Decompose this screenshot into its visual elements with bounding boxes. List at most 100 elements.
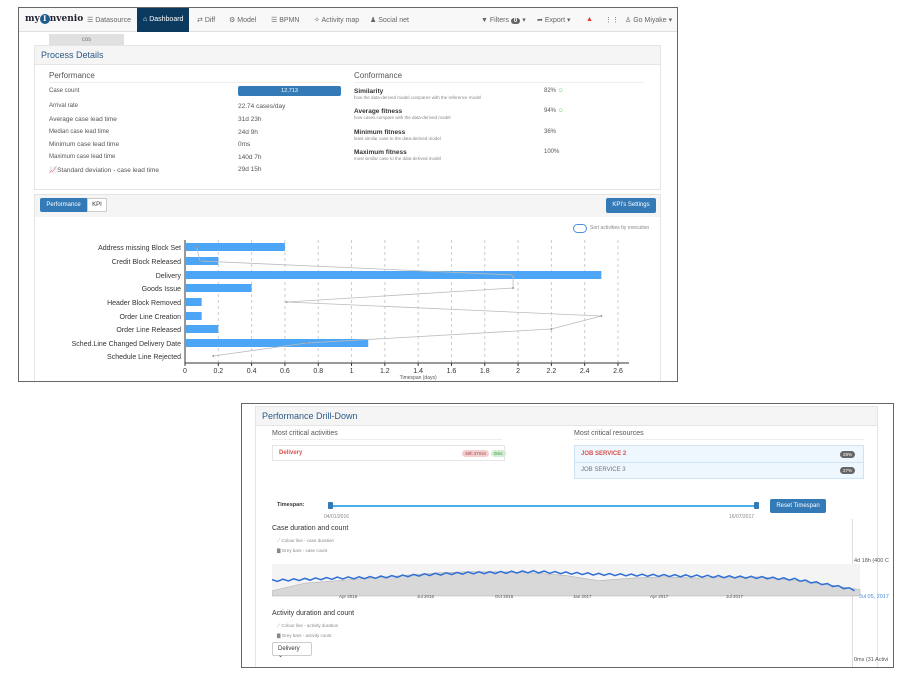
nav-model[interactable]: ⚙ Model — [229, 17, 257, 24]
metric-value: 29d 15h — [238, 166, 262, 173]
alert-icon[interactable]: ▲ — [586, 16, 593, 23]
check-circle-icon: ☺ — [556, 88, 564, 94]
x-tick-label: 1.4 — [413, 368, 423, 375]
activity-select[interactable]: Delivery ⌄ — [272, 642, 312, 659]
tab-performance[interactable]: Performance — [40, 198, 87, 212]
kpi-panel — [34, 194, 661, 381]
export-button[interactable]: ➦ Export ▾ — [537, 17, 571, 24]
case-duration-chart — [272, 564, 861, 597]
drilldown-window: Performance Drill-Down Most critical act… — [241, 403, 894, 668]
sort-toggle-label: Sort activities by execution — [590, 225, 650, 231]
nav-dashboard[interactable]: ⌂ Dashboard — [137, 8, 190, 32]
conformance-label: Maximum fitness — [354, 149, 407, 156]
line-point — [212, 355, 215, 357]
line-point — [285, 301, 288, 303]
resource-item[interactable]: JOB SERVICE 2 28% — [575, 446, 863, 463]
nav-social-net[interactable]: ♟ Social net — [370, 17, 409, 24]
case-x-tick-label: Jan 2017 — [573, 594, 592, 599]
x-tick-label: 1 — [350, 368, 354, 375]
case-legend-bars: ▇ Grey bars - case count — [277, 548, 328, 553]
conformance-item: Similarity how the data-derived model com… — [354, 88, 481, 100]
conformance-value: 36% — [544, 129, 557, 135]
conformance-value: 94% ☺ — [544, 108, 564, 114]
timespan-slider[interactable] — [330, 505, 757, 507]
resource-name: JOB SERVICE 3 — [581, 467, 626, 473]
resource-name: JOB SERVICE 2 — [581, 451, 627, 457]
nav-bpmn[interactable]: ☰ BPMN — [271, 17, 300, 24]
x-tick-label: 0.6 — [280, 368, 290, 375]
conformance-label: Average fitness — [354, 108, 403, 115]
x-tick-label: 1.2 — [380, 368, 390, 375]
category-label: Address missing Block Set — [98, 245, 181, 252]
line-point — [550, 328, 553, 330]
metric-value: 31d 23h — [238, 116, 262, 123]
case-chart-title: Case duration and count — [272, 525, 349, 532]
case-count-bar[interactable]: 12,713 — [238, 86, 341, 96]
nav-datasource[interactable]: ☰ Datasource — [87, 17, 132, 24]
nav-activity-map[interactable]: ✧ Activity map — [314, 17, 360, 24]
conformance-desc: most similar case to the data-derived mo… — [354, 156, 442, 161]
x-tick-label: 2.6 — [613, 368, 623, 375]
apps-grid-icon[interactable]: ⋮⋮ — [605, 17, 619, 24]
case-x-tick-label: Jul 2016 — [417, 594, 435, 599]
sort-toggle[interactable] — [573, 224, 587, 233]
activity-legend-bars: ▇ Grey bars - activity count — [277, 633, 332, 638]
category-label: Schedule Line Rejected — [107, 354, 181, 361]
nav-diff[interactable]: ⇄ Diff — [197, 17, 216, 24]
bar[interactable] — [185, 298, 202, 306]
case-x-tick-label: Oct 2016 — [495, 594, 514, 599]
tab-kpi[interactable]: KPI — [87, 198, 107, 212]
category-label: Delivery — [156, 273, 182, 280]
x-tick-label: 2.2 — [547, 368, 557, 375]
bar[interactable] — [185, 271, 602, 279]
category-label: Credit Block Released — [112, 259, 181, 266]
conformance-heading: Conformance — [354, 71, 644, 83]
chart-line-icon: 📈 — [49, 167, 58, 174]
conformance-item: Maximum fitness most similar case to the … — [354, 149, 441, 161]
bar[interactable] — [185, 312, 202, 320]
critical-activity-item[interactable]: Delivery 39h 37min 0ms — [272, 445, 506, 461]
line-point — [512, 287, 515, 289]
metric-value: 22.74 cases/day — [238, 103, 286, 110]
line-point — [305, 342, 308, 344]
category-label: Order Line Creation — [120, 314, 182, 321]
category-label: Header Block Removed — [107, 300, 181, 307]
conformance-value: 100% — [544, 149, 560, 155]
case-cursor-date: Jul 05, 2017 — [859, 594, 889, 600]
activity-chart-title: Activity duration and count — [272, 610, 355, 617]
kpi-settings-button[interactable]: KPI's Settings — [606, 198, 656, 213]
metric-value: 24d 9h — [238, 129, 258, 136]
reset-timespan-button[interactable]: Reset Timespan — [770, 499, 826, 513]
timespan-end-handle[interactable] — [754, 502, 759, 509]
filters-button[interactable]: ▼ Filters 0 ▾ — [481, 17, 526, 24]
x-tick-label: 1.6 — [447, 368, 457, 375]
x-tick-label: 0.8 — [313, 368, 323, 375]
timespan-start-handle[interactable] — [328, 502, 333, 509]
x-tick-label: 1.8 — [480, 368, 490, 375]
conformance-desc: least similar case to the data-derived m… — [354, 136, 441, 141]
timespan-start: 04/01/2016 — [324, 514, 350, 520]
bar[interactable] — [185, 339, 369, 347]
bar[interactable] — [185, 284, 252, 292]
activity-y-min: 0ms (31 Activi — [854, 657, 889, 663]
bar[interactable] — [185, 325, 219, 333]
critical-resources-heading: Most critical resources — [574, 430, 864, 440]
bar[interactable] — [185, 243, 285, 251]
category-label: Order Line Released — [116, 327, 181, 334]
panel-title: Performance Drill-Down — [256, 407, 877, 426]
case-y-max: 4d 18h (400 C — [854, 558, 889, 564]
resource-item[interactable]: JOB SERVICE 3 27% — [575, 463, 863, 479]
user-menu[interactable]: ♙ Go Miyake ▾ — [625, 17, 673, 24]
metric-label: Maximum case lead time — [49, 154, 116, 160]
x-tick-label: 0.2 — [213, 368, 223, 375]
panel-title: Process Details — [35, 46, 660, 65]
timespan-label: Timespan: — [277, 502, 305, 508]
critical-resources-list: JOB SERVICE 2 28% JOB SERVICE 3 27% — [574, 445, 864, 479]
check-circle-icon: ☺ — [556, 108, 564, 114]
tab-cos[interactable]: cos — [49, 34, 124, 46]
filter-icon: ▼ — [481, 17, 488, 24]
metric-label: 📈Standard deviation - case lead time — [49, 167, 159, 174]
